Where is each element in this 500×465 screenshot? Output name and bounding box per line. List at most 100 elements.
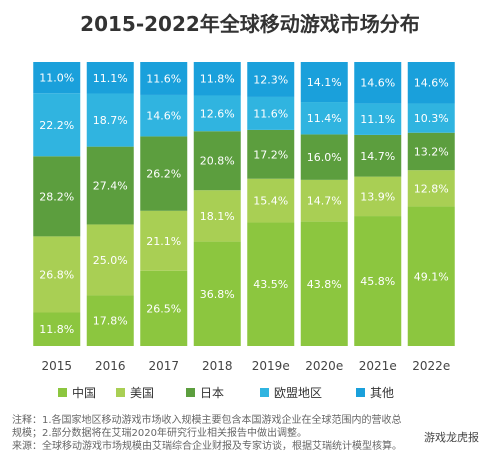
data-label: 49.1% (414, 270, 449, 283)
bar-segment (300, 221, 348, 346)
data-label: 26.8% (39, 268, 74, 281)
data-label: 18.7% (93, 114, 128, 127)
data-label: 26.5% (146, 302, 181, 315)
legend-swatch (58, 388, 67, 397)
bar-segment (300, 179, 348, 222)
data-label: 15.4% (253, 195, 288, 208)
data-label: 11.0% (39, 72, 74, 85)
bar-segment (140, 62, 188, 95)
data-label: 26.2% (146, 168, 181, 181)
chart-title: 2015-2022年全球移动游戏市场分布 (80, 12, 420, 36)
data-label: 11.6% (253, 107, 288, 120)
data-label: 25.0% (93, 254, 128, 267)
legend-swatch (260, 388, 269, 397)
x-tick-label: 2016 (95, 359, 126, 373)
bar-segment (86, 62, 134, 94)
bar-segment (140, 94, 188, 137)
bar-segment (300, 62, 348, 103)
x-tick-label: 2018 (202, 359, 233, 373)
data-label: 13.9% (360, 190, 395, 203)
data-label: 11.1% (360, 113, 395, 126)
data-label: 12.8% (414, 182, 449, 195)
legend-swatch (356, 388, 365, 397)
data-label: 20.8% (200, 155, 235, 168)
data-label: 22.2% (39, 119, 74, 132)
legend-label: 欧盟地区 (274, 386, 322, 400)
bar-segment (300, 102, 348, 135)
data-label: 36.8% (200, 288, 235, 301)
data-label: 27.4% (93, 180, 128, 193)
data-label: 17.2% (253, 148, 288, 161)
data-label: 11.6% (146, 72, 181, 85)
bar-segment (33, 62, 81, 94)
bar-segment (354, 103, 402, 135)
data-label: 14.6% (360, 77, 395, 90)
legend-swatch (186, 388, 195, 397)
bar-segment (193, 190, 241, 242)
footnote-line: 注释：1.各国家地区移动游戏市场收入规模主要包含本国游戏企业在全球范围内的营收总 (12, 415, 402, 426)
data-label: 12.6% (200, 107, 235, 120)
x-tick-label: 2022e (412, 359, 450, 373)
bar-segment (407, 103, 455, 133)
x-tick-label: 2021e (359, 359, 397, 373)
data-label: 11.8% (39, 323, 74, 336)
legend-swatch (116, 388, 125, 397)
data-label: 43.5% (253, 278, 288, 291)
bar-segment (354, 134, 402, 177)
legend-label: 日本 (200, 386, 224, 400)
bar-segment (247, 96, 295, 130)
bar-segment (407, 170, 455, 207)
bar-segment (193, 62, 241, 96)
bar-segment (247, 129, 295, 179)
data-label: 12.3% (253, 73, 288, 86)
data-label: 43.8% (307, 278, 342, 291)
bar-segment (33, 236, 81, 313)
data-label: 14.1% (307, 76, 342, 89)
bar-segment (354, 216, 402, 346)
bar-segment (33, 93, 81, 157)
bar-segment (33, 312, 81, 346)
data-label: 11.4% (307, 112, 342, 125)
data-label: 16.0% (307, 151, 342, 164)
bar-segment (193, 95, 241, 132)
data-label: 17.8% (93, 315, 128, 328)
data-label: 11.8% (200, 73, 235, 86)
legend-label: 美国 (130, 386, 154, 400)
bar-segment (354, 62, 402, 104)
bar-segment (86, 146, 134, 225)
bar-segment (86, 295, 134, 346)
watermark: 游戏龙虎报 (421, 428, 482, 446)
bar-segment (140, 136, 188, 211)
data-label: 45.8% (360, 275, 395, 288)
legend-label: 中国 (72, 385, 96, 400)
bar-segment (193, 131, 241, 191)
segment-labels-group: 11.8% 26.8% 28.2% 22.2% 11.0% 17.8% 25.0% 27.4%… (39, 72, 448, 337)
bar-segment (300, 134, 348, 180)
data-label: 14.6% (146, 110, 181, 123)
data-label: 13.2% (414, 145, 449, 158)
bar-segment (86, 93, 134, 147)
x-tick-label: 2019e (252, 359, 290, 373)
bar-segment (247, 222, 295, 346)
bar-segment (247, 178, 295, 223)
bars-group (33, 62, 455, 346)
bar-segment (33, 156, 81, 237)
data-label: 10.3% (414, 112, 449, 125)
x-tick-label: 2020e (305, 359, 343, 373)
data-label: 21.1% (146, 235, 181, 248)
bar-segment (86, 224, 134, 296)
x-axis-labels-group: 2015 2016 2017 2018 2019e 2020e 2021e 2022e (41, 359, 450, 373)
data-label: 11.1% (93, 72, 128, 85)
bar-segment (247, 62, 295, 97)
bar-segment (407, 62, 455, 104)
data-label: 14.7% (307, 195, 342, 208)
x-tick-label: 2015 (41, 359, 72, 373)
data-label: 14.7% (360, 150, 395, 163)
bar-segment (140, 270, 188, 346)
footnote-line: 来源：全球移动游戏市场规模由艾瑞综合企业财报及专家访谈，根据艾瑞统计模型核算。 (12, 441, 402, 452)
data-label: 18.1% (200, 210, 235, 223)
legend: 中国 美国 日本 欧盟地区 其他 (58, 385, 394, 400)
footnote-line: 规模；2.部分数据将在艾瑞2020年研究行业相关报告中做出调整。 (12, 428, 307, 439)
bar-segment (407, 206, 455, 346)
